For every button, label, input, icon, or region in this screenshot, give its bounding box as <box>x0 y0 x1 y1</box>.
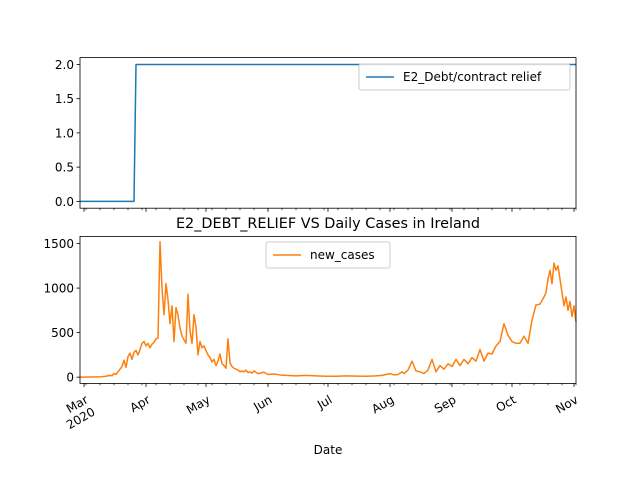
bottom-y-tick-label: 1500 <box>43 237 74 251</box>
bottom-y-tick-label: 500 <box>51 326 74 340</box>
bottom-x-tick-label-group: Aug <box>369 393 396 417</box>
bottom-x-tick-label: Jul <box>314 393 334 413</box>
top-legend-label: E2_Debt/contract relief <box>403 70 542 84</box>
top-series-line-0 <box>80 63 576 203</box>
bottom-y-ticks: 0 500 1000 1500 <box>43 237 80 385</box>
bottom-x-tick-label: Nov <box>553 393 580 417</box>
top-x-ticks <box>83 208 577 212</box>
bottom-y-tick-label: 1000 <box>43 282 74 296</box>
bottom-x-tick-label-group: Oct <box>494 392 519 415</box>
bottom-x-tick-label-group: Apr <box>128 393 153 416</box>
top-legend-box <box>358 63 571 91</box>
bottom-series-group <box>79 241 577 378</box>
bottom-x-tick-label: Sep <box>432 393 459 416</box>
bottom-x-tick-label: May <box>184 393 212 418</box>
top-subplot: 0.0 0.5 1.0 1.5 2.0 E2_Debt/contract relief <box>55 57 577 212</box>
bottom-legend: new_cases <box>265 241 391 269</box>
bottom-legend-label: new_cases <box>310 248 375 262</box>
bottom-legend-box <box>265 241 391 269</box>
x-axis-label: Date <box>314 443 343 457</box>
bottom-x-tick-label-group: Jun <box>250 393 274 415</box>
top-legend: E2_Debt/contract relief <box>358 63 571 91</box>
bottom-x-tick-label-group: May <box>184 393 212 418</box>
bottom-chart-title: E2_DEBT_RELIEF VS Daily Cases in Ireland <box>176 216 480 232</box>
bottom-x-tick-label: Apr <box>128 393 153 416</box>
top-y-tick-label: 1.0 <box>55 126 74 140</box>
bottom-x-tick-label: Oct <box>494 392 519 415</box>
top-y-tick-label: 0.0 <box>55 195 74 209</box>
bottom-x-tick-label-group: Jul <box>314 393 334 413</box>
bottom-x-tick-label: Aug <box>369 393 396 417</box>
bottom-subplot: E2_DEBT_RELIEF VS Daily Cases in Ireland… <box>43 216 580 457</box>
top-series-group <box>80 63 576 203</box>
bottom-x-tick-label: Jun <box>250 393 274 415</box>
bottom-x-tick-label-group: Nov <box>553 393 580 417</box>
top-y-tick-label: 1.5 <box>55 92 74 106</box>
top-y-tick-label: 2.0 <box>55 58 74 72</box>
bottom-series-line-0 <box>79 241 577 378</box>
top-y-tick-label: 0.5 <box>55 161 74 175</box>
top-y-ticks: 0.0 0.5 1.0 1.5 2.0 <box>55 58 80 209</box>
bottom-x-tick-label-group: Sep <box>432 393 459 416</box>
bottom-y-tick-label: 0 <box>66 371 74 385</box>
